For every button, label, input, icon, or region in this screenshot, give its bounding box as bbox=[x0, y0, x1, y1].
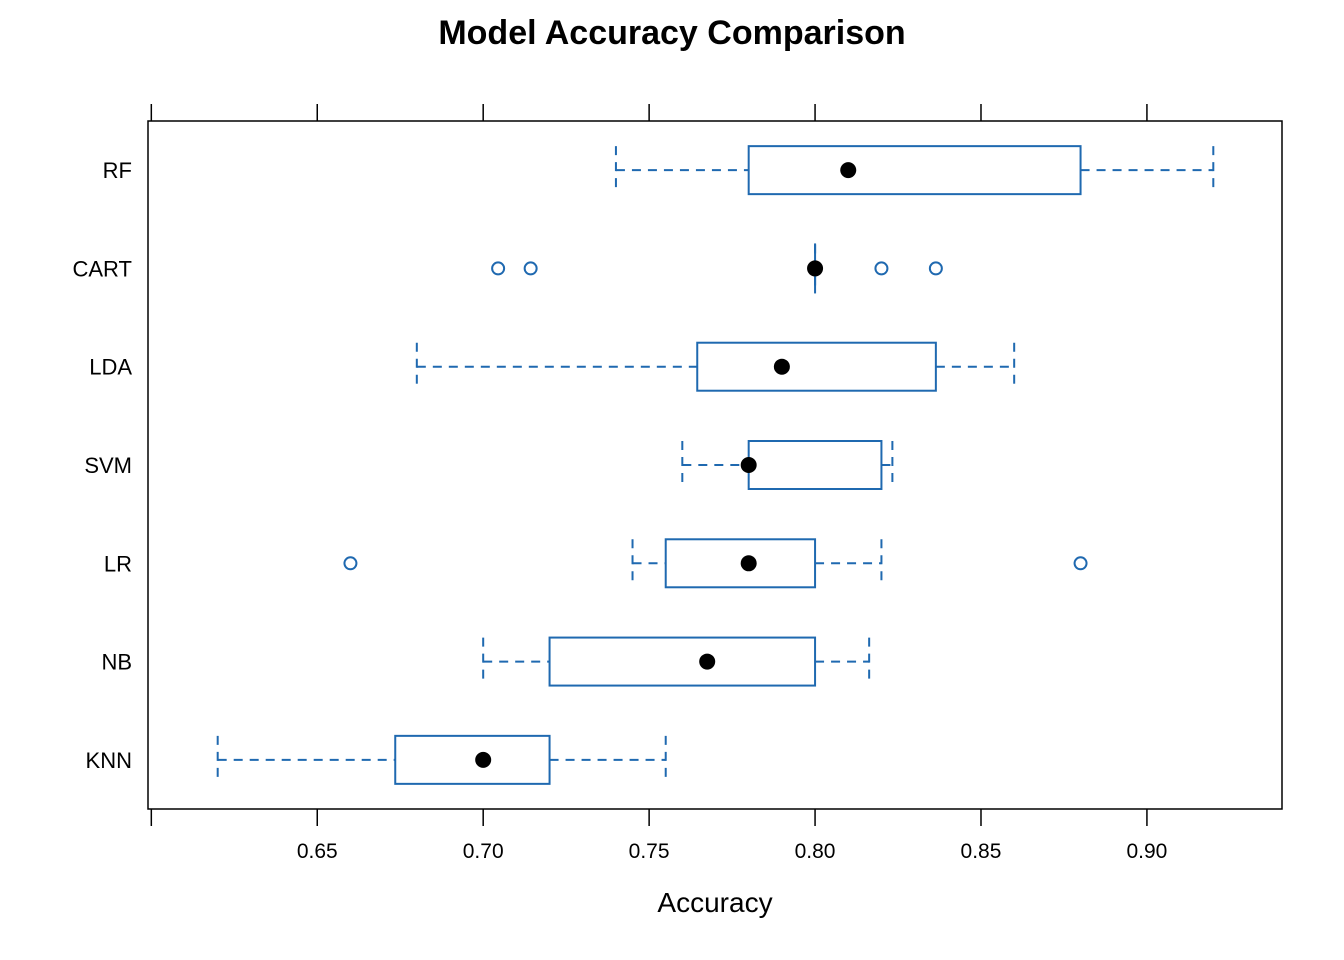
y-category-label: RF bbox=[103, 158, 132, 183]
y-category-label: LR bbox=[104, 551, 132, 576]
x-axis-label: Accuracy bbox=[657, 887, 772, 918]
y-category-label: NB bbox=[101, 650, 132, 675]
x-tick-label: 0.80 bbox=[795, 840, 836, 863]
median-dot bbox=[807, 260, 824, 277]
x-tick-label: 0.90 bbox=[1126, 840, 1167, 863]
median-dot bbox=[773, 358, 790, 375]
box-svm bbox=[681, 440, 894, 490]
outlier-point bbox=[1073, 556, 1088, 571]
median-dot bbox=[475, 751, 492, 768]
box-lr bbox=[343, 538, 1088, 589]
iqr-box bbox=[747, 145, 1082, 196]
y-category-label: KNN bbox=[86, 748, 132, 773]
iqr-box bbox=[394, 734, 551, 785]
outlier-point bbox=[874, 261, 889, 276]
box-knn bbox=[216, 734, 667, 785]
box-rf bbox=[614, 145, 1215, 196]
outlier-point bbox=[343, 556, 358, 571]
y-category-label: SVM bbox=[84, 453, 132, 478]
iqr-box bbox=[548, 636, 817, 687]
x-axis: 0.65 0.70 0.75 0.80 0.85 0.90 bbox=[150, 104, 1167, 863]
median-dot bbox=[740, 555, 757, 572]
median-dot bbox=[740, 457, 757, 473]
y-axis: RF CART LDA SVM LR NB KNN bbox=[73, 158, 133, 773]
chart-title: Model Accuracy Comparison bbox=[438, 14, 905, 52]
box-nb bbox=[482, 636, 871, 687]
plot-panel bbox=[147, 120, 1283, 810]
median-dot bbox=[699, 653, 716, 670]
x-tick-label: 0.70 bbox=[463, 840, 504, 863]
boxes bbox=[216, 145, 1215, 785]
y-category-label: CART bbox=[73, 256, 133, 281]
x-tick-label: 0.75 bbox=[629, 840, 670, 863]
outlier-point bbox=[928, 261, 943, 276]
outlier-point bbox=[491, 261, 506, 276]
iqr-box bbox=[664, 538, 817, 589]
x-tick-label: 0.65 bbox=[297, 840, 338, 863]
box-lda bbox=[415, 341, 1016, 392]
box-cart bbox=[491, 243, 943, 294]
x-tick-label: 0.85 bbox=[961, 840, 1002, 863]
y-category-label: LDA bbox=[89, 355, 132, 380]
iqr-box bbox=[696, 341, 937, 392]
median-dot bbox=[840, 162, 857, 179]
iqr-box bbox=[747, 440, 883, 490]
outlier-point bbox=[523, 261, 538, 276]
